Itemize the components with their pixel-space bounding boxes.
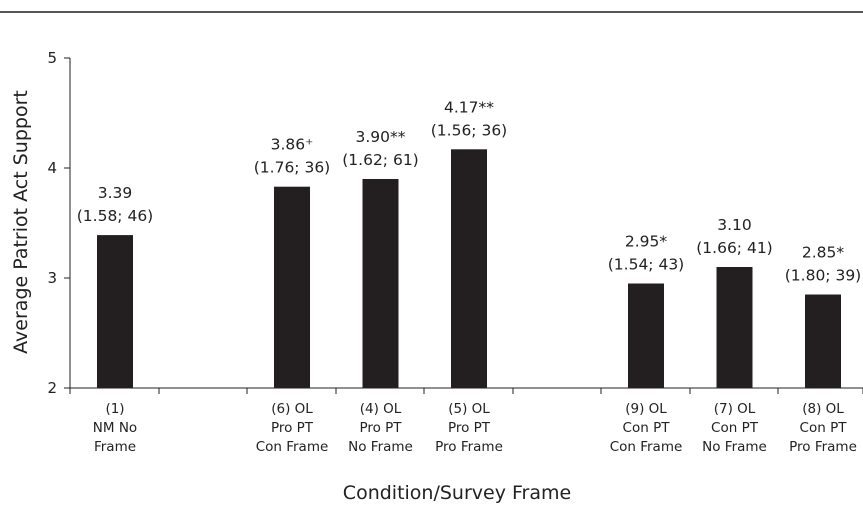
bar <box>805 294 841 388</box>
category-label: (6) OL <box>271 401 313 417</box>
bar-stats-label: (1.54; 43) <box>608 256 684 274</box>
y-axis-title: Average Patriot Act Support <box>10 90 32 354</box>
bar-stats-label: (1.80; 39) <box>785 267 861 285</box>
bar-stats-label: (1.62; 61) <box>342 151 418 169</box>
bar-value-label: 2.85* <box>802 244 845 262</box>
category-labels: (1) NM No Frame (6) OL Pro PT Con Frame (4) OL… <box>93 401 857 455</box>
bar <box>716 267 753 388</box>
bar-stats-label: (1.66; 41) <box>696 239 772 257</box>
category-label: Con PT <box>623 420 671 436</box>
y-tick-label: 2 <box>47 379 57 397</box>
x-ticks <box>69 388 863 394</box>
category-label: (4) OL <box>360 401 402 417</box>
category-label: Con PT <box>800 420 848 436</box>
category-label: No Frame <box>702 439 767 455</box>
bar-value-label: 3.86⁺ <box>271 136 314 154</box>
category-label: Con Frame <box>256 439 329 455</box>
category-label: Pro PT <box>448 420 491 436</box>
x-axis-title: Condition/Survey Frame <box>343 482 571 504</box>
bar <box>274 186 310 388</box>
bar-value-label: 4.17** <box>444 98 494 116</box>
category-label: (1) <box>105 401 124 417</box>
category-label: NM No <box>93 420 137 436</box>
category-label: (7) OL <box>714 401 756 417</box>
y-tick-label: 4 <box>47 159 57 177</box>
bar-stats-label: (1.76; 36) <box>254 159 330 177</box>
category-label: Pro Frame <box>789 439 857 455</box>
category-label: (5) OL <box>448 401 490 417</box>
bar <box>628 283 664 388</box>
category-label: Con PT <box>711 420 759 436</box>
category-label: Pro PT <box>359 420 402 436</box>
bar-stats-label: (1.58; 46) <box>77 207 153 225</box>
y-tick-label: 3 <box>47 269 57 287</box>
bar <box>451 149 487 388</box>
y-ticks: 2 3 4 5 <box>47 49 70 397</box>
y-tick-label: 5 <box>47 49 57 67</box>
category-label: Frame <box>94 439 136 455</box>
category-label: (8) OL <box>802 401 844 417</box>
data-labels: 3.39 (1.58; 46) 3.86⁺ (1.76; 36) 3.90** (1.62… <box>77 98 861 284</box>
bar <box>362 179 399 388</box>
bar-stats-label: (1.56; 36) <box>431 121 507 139</box>
category-label: Con Frame <box>610 439 683 455</box>
bar-value-label: 3.90** <box>355 128 405 146</box>
category-label: No Frame <box>348 439 413 455</box>
bar-value-label: 3.39 <box>98 184 133 202</box>
bar <box>97 235 133 388</box>
category-label: (9) OL <box>625 401 667 417</box>
category-label: Pro PT <box>271 420 314 436</box>
bar-value-label: 2.95* <box>625 233 668 251</box>
bars <box>97 149 841 388</box>
bar-value-label: 3.10 <box>717 216 752 234</box>
category-label: Pro Frame <box>435 439 503 455</box>
